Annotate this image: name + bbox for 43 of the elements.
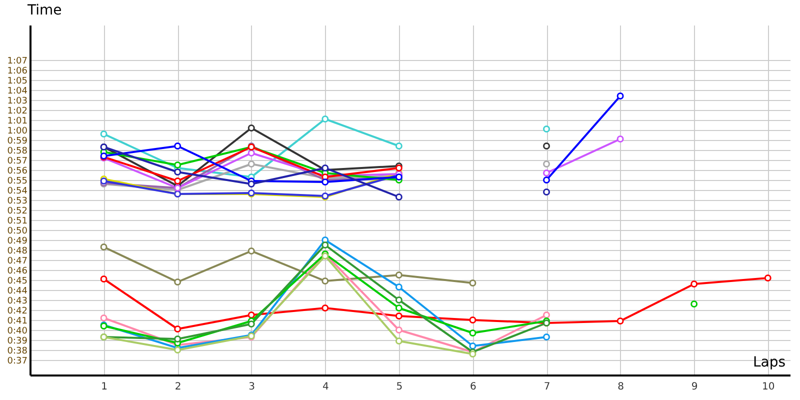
x-tick-label: 1 <box>101 382 108 392</box>
y-tick-label: 0:55 <box>7 176 28 186</box>
x-tick-label: 8 <box>618 382 624 392</box>
x-axis-title: Laps <box>752 354 786 370</box>
x-tick-label: 5 <box>396 382 403 392</box>
y-tick-label: 0:38 <box>7 346 28 356</box>
x-tick-label: 10 <box>762 382 775 392</box>
y-tick-label: 0:39 <box>7 336 28 346</box>
y-tick-label: 1:02 <box>7 106 28 116</box>
y-tick-label: 0:50 <box>7 226 28 236</box>
y-tick-label: 1:07 <box>7 56 28 66</box>
x-tick-label: 2 <box>174 382 182 392</box>
y-tick-label: 0:57 <box>7 156 28 166</box>
x-tick-label: 7 <box>544 382 550 392</box>
y-tick-label: 0:51 <box>7 216 28 226</box>
y-tick-label: 0:48 <box>7 246 28 256</box>
y-tick-label: 0:52 <box>7 206 28 216</box>
y-tick-label: 0:54 <box>7 186 28 196</box>
y-tick-label: 0:40 <box>7 326 28 336</box>
y-tick-label: 1:05 <box>7 76 28 86</box>
y-tick-label: 0:58 <box>7 146 28 156</box>
y-tick-label: 0:44 <box>7 286 28 296</box>
y-tick-label: 0:53 <box>7 196 28 206</box>
y-tick-label: 1:00 <box>7 126 28 136</box>
y-tick-label: 0:49 <box>7 236 28 246</box>
y-tick-label: 0:37 <box>7 356 28 366</box>
x-tick-label: 3 <box>248 382 256 392</box>
y-tick-label: 0:59 <box>7 136 28 146</box>
x-tick-label: 4 <box>322 382 329 392</box>
y-tick-label: 0:41 <box>7 316 28 326</box>
y-tick-label: 1:01 <box>7 116 28 126</box>
x-tick-label: 9 <box>691 382 698 392</box>
y-tick-label: 0:45 <box>7 276 28 286</box>
y-tick-label: 1:03 <box>7 96 28 106</box>
y-axis-title: Time <box>26 2 62 18</box>
y-tick-label: 0:47 <box>7 256 28 266</box>
y-tick-label: 0:56 <box>7 166 28 176</box>
y-tick-label: 0:46 <box>7 266 28 276</box>
y-tick-label: 0:43 <box>7 296 28 306</box>
y-tick-label: 0:42 <box>7 306 28 316</box>
y-tick-label: 1:04 <box>7 86 28 96</box>
y-tick-label: 1:06 <box>7 66 28 76</box>
x-tick-label: 6 <box>470 382 476 392</box>
